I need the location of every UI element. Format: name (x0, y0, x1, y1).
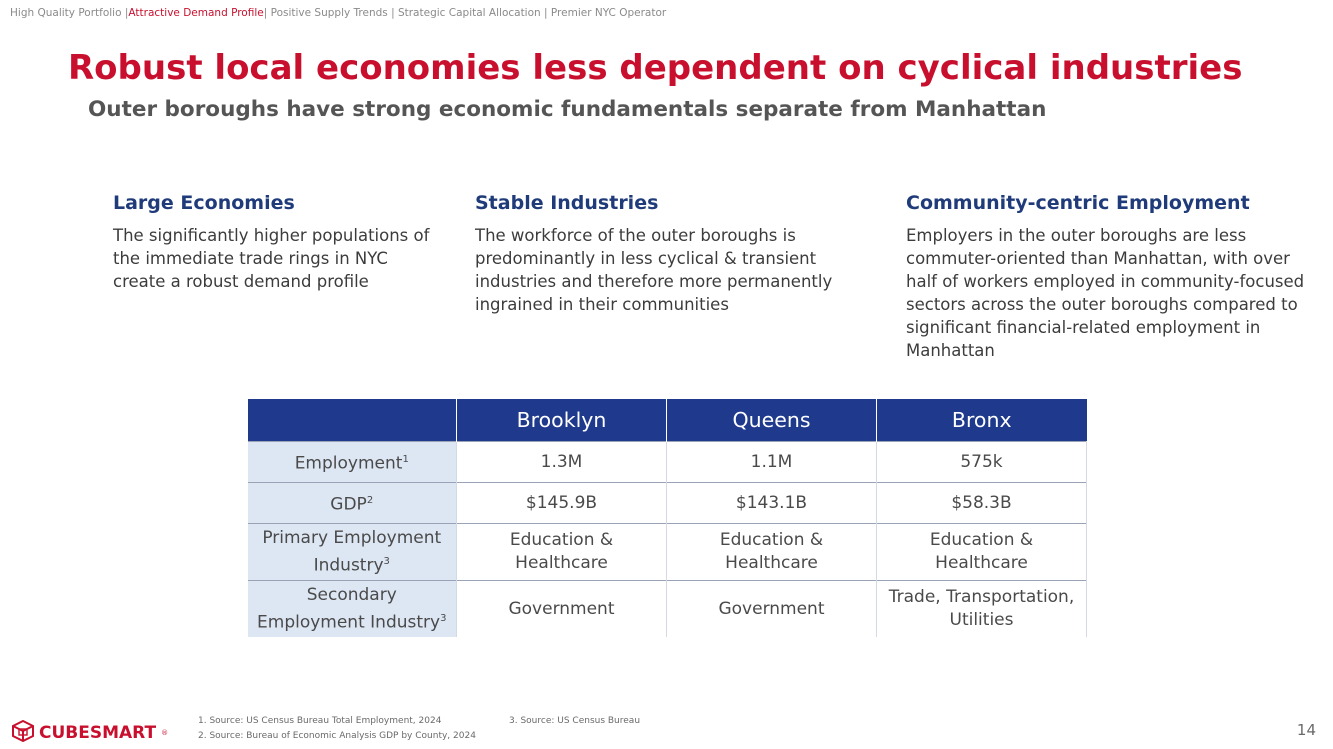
page-number: 14 (1296, 721, 1316, 739)
column-large-economies: Large Economies The significantly higher… (113, 192, 433, 293)
table-row: GDP2 $145.9B $143.1B $58.3B (247, 482, 1087, 524)
table-cell: Education & Healthcare (876, 523, 1087, 581)
nav-item-demand: Attractive Demand Profile (128, 7, 264, 19)
column-heading: Large Economies (113, 192, 295, 214)
table-cell: Trade, Transportation, Utilities (876, 580, 1087, 637)
footnote-2: 2. Source: Bureau of Economic Analysis G… (198, 731, 476, 741)
column-body: Employers in the outer boroughs are less… (906, 226, 1305, 360)
column-body: The workforce of the outer boroughs is p… (475, 226, 833, 314)
trademark-mark: ® (161, 729, 169, 737)
table-cell: Education & Healthcare (666, 523, 877, 581)
section-nav: High Quality Portfolio |Attractive Deman… (10, 7, 666, 19)
row-label-primary-industry: Primary Employment Industry3 (247, 523, 457, 581)
table-cell: 1.3M (456, 441, 667, 483)
table-cell: 1.1M (666, 441, 877, 483)
row-label-gdp: GDP2 (247, 482, 457, 524)
row-label-secondary-industry: Secondary Employment Industry3 (247, 580, 457, 637)
column-heading: Stable Industries (475, 192, 659, 214)
logo-wordmark: CUBESMART (39, 723, 157, 743)
column-heading: Community-centric Employment (906, 192, 1250, 214)
table-row: Primary Employment Industry3 Education & … (247, 523, 1087, 581)
row-label-employment: Employment1 (247, 441, 457, 483)
table-header-row: Brooklyn Queens Bronx (247, 399, 1087, 442)
table-header-bronx: Bronx (876, 399, 1087, 442)
table-cell: $145.9B (456, 482, 667, 524)
table-header-brooklyn: Brooklyn (456, 399, 667, 442)
page-title: Robust local economies less dependent on… (68, 48, 1243, 88)
cube-icon (12, 719, 34, 746)
table-cell: 575k (876, 441, 1087, 483)
nav-item-rest: | Positive Supply Trends | Strategic Cap… (263, 7, 667, 19)
table-cell: Government (666, 580, 877, 637)
footnote-3: 3. Source: US Census Bureau (509, 716, 641, 726)
column-community-employment: Community-centric Employment Employers i… (906, 192, 1306, 362)
table-header-empty (247, 399, 457, 442)
table-cell: Education & Healthcare (456, 523, 667, 581)
table-cell: $143.1B (666, 482, 877, 524)
page-subtitle: Outer boroughs have strong economic fund… (88, 97, 1047, 122)
table-row: Secondary Employment Industry3 Government… (247, 580, 1087, 637)
table-header-queens: Queens (666, 399, 877, 442)
table-cell: $58.3B (876, 482, 1087, 524)
column-stable-industries: Stable Industries The workforce of the o… (475, 192, 865, 316)
footnote-1: 1. Source: US Census Bureau Total Employ… (198, 716, 442, 726)
table-cell: Government (456, 580, 667, 637)
borough-stats-table: Brooklyn Queens Bronx Employment1 1.3M 1… (247, 399, 1087, 637)
column-body: The significantly higher populations of … (113, 226, 430, 291)
nav-item-quality: High Quality Portfolio | (10, 7, 129, 19)
table-row: Employment1 1.3M 1.1M 575k (247, 441, 1087, 483)
cubesmart-logo: CUBESMART ® (12, 719, 169, 746)
